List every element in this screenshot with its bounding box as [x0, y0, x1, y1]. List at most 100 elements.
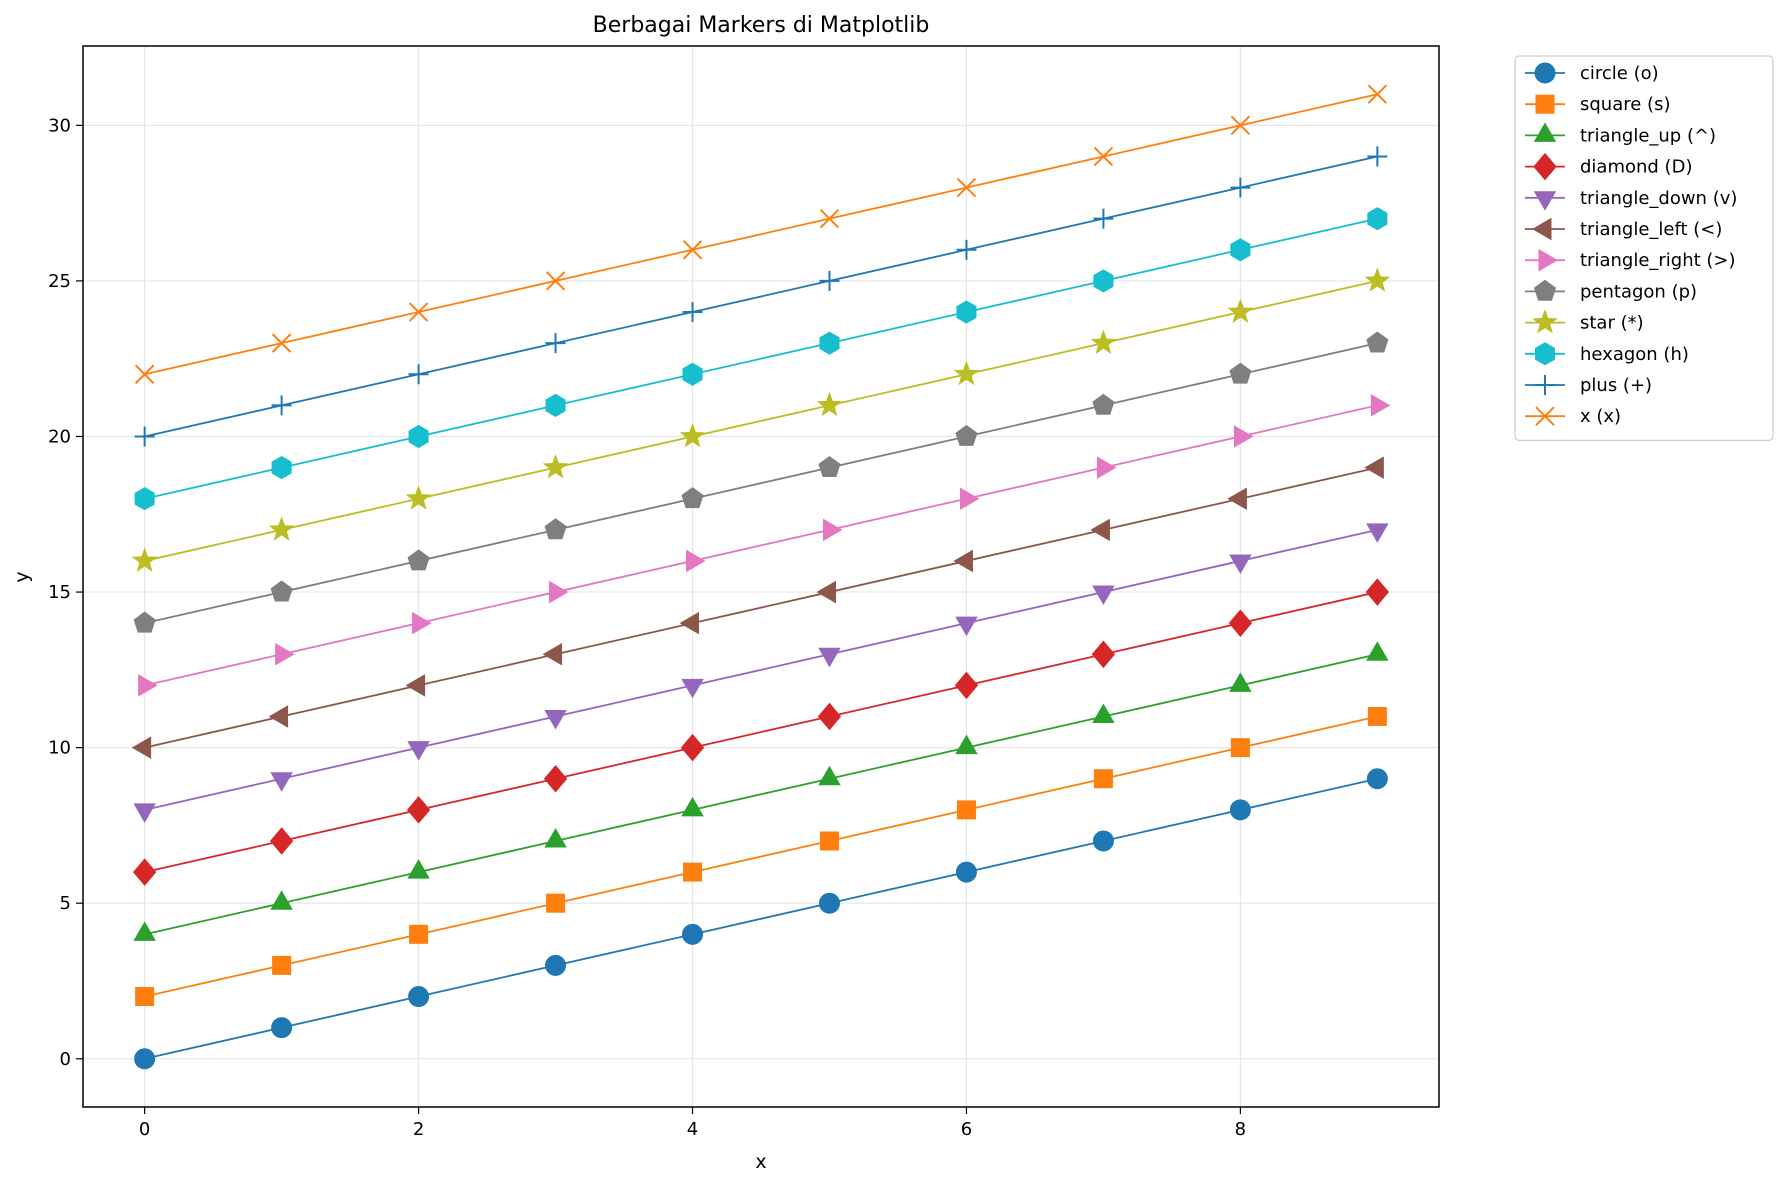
- data-point: [133, 803, 156, 823]
- legend-entry: triangle_down (v): [1525, 188, 1737, 211]
- series-triangle-left: [131, 456, 1384, 759]
- data-point: [132, 858, 157, 886]
- y-tick-label: 30: [48, 115, 71, 136]
- data-point: [271, 333, 292, 353]
- legend-marker: [1535, 375, 1555, 395]
- data-point: [1367, 707, 1387, 727]
- data-point: [412, 611, 432, 635]
- legend-marker: [1538, 248, 1559, 272]
- data-point: [683, 862, 703, 882]
- data-point: [133, 921, 156, 941]
- data-point: [686, 549, 706, 573]
- data-point: [270, 580, 293, 602]
- x-tick-label: 6: [961, 1119, 972, 1140]
- legend-box: [1514, 55, 1774, 441]
- data-point: [134, 426, 155, 447]
- data-point: [1365, 578, 1390, 606]
- data-point: [542, 643, 563, 666]
- grid: [83, 46, 1439, 1107]
- data-point: [1366, 523, 1389, 543]
- data-point: [135, 987, 155, 1007]
- legend: circle (o) square (s) triangle_up (^) diamo…: [1514, 55, 1774, 441]
- data-point: [1092, 830, 1114, 852]
- data-point: [545, 393, 566, 417]
- data-point: [1091, 640, 1116, 669]
- x-tick-label: 0: [139, 1119, 150, 1140]
- legend-marker: [1532, 309, 1558, 334]
- legend-entry: triangle_right (>): [1525, 248, 1736, 272]
- data-point: [1230, 115, 1251, 136]
- data-point: [544, 518, 567, 540]
- legend-marker: [1533, 279, 1557, 301]
- data-point: [1093, 769, 1113, 789]
- legend-marker: [1533, 191, 1557, 211]
- legend-entry: diamond (D): [1525, 152, 1692, 181]
- plot-frame: [82, 45, 1440, 1108]
- data-point: [1229, 554, 1252, 574]
- data-point: [956, 300, 977, 324]
- legend-marker: [1531, 217, 1552, 241]
- legend-marker: [1533, 122, 1557, 142]
- y-tick-label: 0: [60, 1049, 71, 1070]
- data-point: [1090, 518, 1110, 542]
- series-line: [144, 777, 1378, 1060]
- data-point: [408, 364, 429, 385]
- legend-label: hexagon (h): [1580, 344, 1689, 365]
- legend-marker: [1534, 342, 1556, 366]
- series-layer: [131, 84, 1391, 1070]
- data-point: [546, 893, 566, 913]
- data-point: [272, 955, 292, 975]
- legend-entry: x (x): [1525, 406, 1621, 427]
- series-circle: [134, 768, 1388, 1070]
- data-point: [543, 764, 568, 793]
- legend-label: x (x): [1580, 406, 1621, 427]
- series-line: [144, 466, 1378, 749]
- legend-label: plus (+): [1580, 375, 1652, 396]
- data-point: [409, 924, 429, 944]
- data-point: [682, 923, 704, 945]
- series-line: [144, 715, 1378, 998]
- data-point: [954, 671, 979, 700]
- data-point: [818, 455, 841, 478]
- legend-label: circle (o): [1580, 63, 1659, 84]
- data-point: [681, 487, 704, 509]
- data-point: [1093, 146, 1114, 167]
- data-point: [549, 580, 569, 604]
- data-point: [407, 859, 430, 879]
- data-point: [682, 362, 703, 386]
- y-tick-label: 25: [48, 271, 71, 292]
- data-point: [405, 674, 426, 697]
- data-point: [138, 674, 158, 697]
- series-star: [131, 267, 1391, 572]
- data-point: [819, 831, 839, 851]
- legend-label: triangle_left (<): [1580, 219, 1722, 240]
- data-point: [270, 890, 293, 910]
- data-point: [269, 827, 294, 855]
- legend-marker: [1535, 94, 1555, 114]
- data-point: [1229, 362, 1252, 384]
- data-point: [134, 364, 155, 384]
- data-point: [545, 954, 567, 976]
- legend-label: triangle_right (>): [1580, 250, 1736, 271]
- series-line: [144, 93, 1378, 376]
- data-point: [1229, 799, 1251, 821]
- data-point: [819, 331, 840, 355]
- legend-marker: [1534, 62, 1556, 84]
- data-point: [959, 487, 980, 510]
- data-point: [131, 736, 152, 759]
- series-x: [134, 84, 1388, 384]
- data-point: [1227, 487, 1247, 510]
- legend-marker: [1535, 406, 1555, 426]
- y-axis: 0 5 10 15 20 25 30: [48, 115, 83, 1070]
- legend-entry: triangle_left (<): [1525, 217, 1722, 241]
- data-point: [275, 643, 295, 666]
- data-point: [818, 892, 840, 914]
- series-plus: [134, 146, 1388, 447]
- x-tick-label: 4: [687, 1119, 698, 1140]
- data-point: [407, 741, 430, 761]
- legend-label: diamond (D): [1580, 157, 1692, 178]
- data-point: [953, 549, 973, 573]
- data-point: [681, 796, 704, 817]
- data-point: [270, 772, 293, 792]
